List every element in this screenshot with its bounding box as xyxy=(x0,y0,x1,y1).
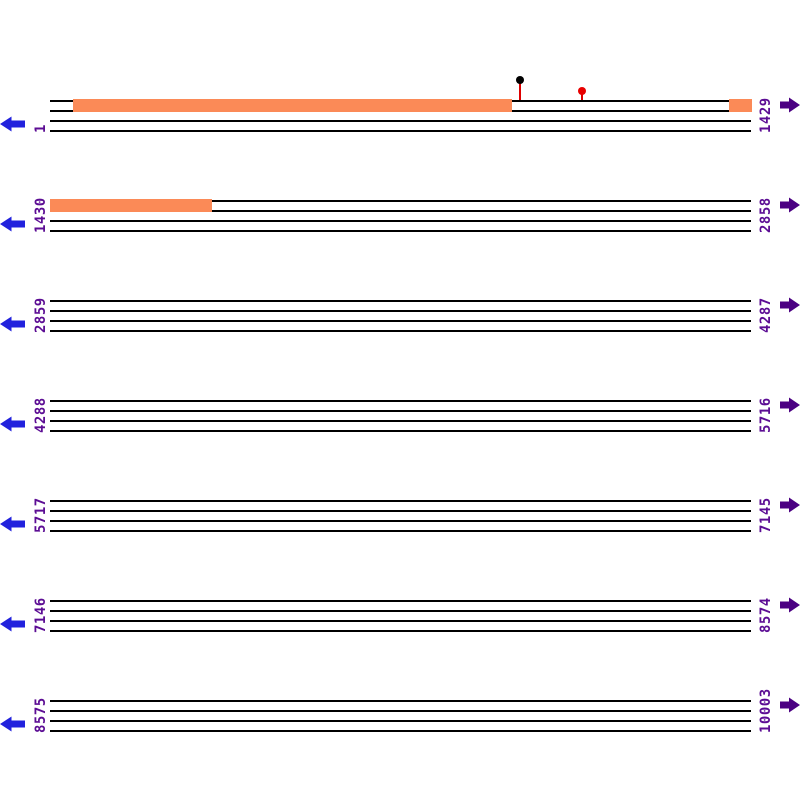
row-start-position-label: 1430 xyxy=(33,197,49,233)
left-arrow-icon xyxy=(0,416,25,432)
track-line xyxy=(50,330,751,332)
row-end-position-label: 1429 xyxy=(758,97,774,133)
track-line xyxy=(50,410,751,412)
track-line xyxy=(50,630,751,632)
sequence-feature-block xyxy=(50,199,212,212)
left-arrow-icon xyxy=(0,616,25,632)
right-arrow-icon xyxy=(780,197,800,213)
track-line xyxy=(50,300,751,302)
right-arrow-icon xyxy=(780,297,800,313)
track-line xyxy=(50,220,751,222)
variant-marker-dot xyxy=(516,76,524,84)
right-arrow-icon xyxy=(780,97,800,113)
row-end-position-label: 2858 xyxy=(758,197,774,233)
left-arrow-icon xyxy=(0,516,25,532)
track-line xyxy=(50,120,751,122)
row-start-position-label: 7146 xyxy=(33,597,49,633)
sequence-feature-block xyxy=(729,99,752,112)
sequence-row: 8575 10003 xyxy=(0,688,800,740)
track-line xyxy=(50,320,751,322)
left-arrow-icon xyxy=(0,716,25,732)
row-start-position-label: 8575 xyxy=(33,697,49,733)
track-line xyxy=(50,310,751,312)
track-line xyxy=(50,500,751,502)
row-end-position-label: 5716 xyxy=(758,397,774,433)
row-end-position-label: 7145 xyxy=(758,497,774,533)
row-end-position-label: 10003 xyxy=(758,688,774,733)
track-line xyxy=(50,700,751,702)
track-line xyxy=(50,130,751,132)
track-line xyxy=(50,530,751,532)
row-start-position-label: 4288 xyxy=(33,397,49,433)
right-arrow-icon xyxy=(780,597,800,613)
track-line xyxy=(50,230,751,232)
track-line xyxy=(50,430,751,432)
right-arrow-icon xyxy=(780,497,800,513)
right-arrow-icon xyxy=(780,397,800,413)
track-line xyxy=(50,610,751,612)
sequence-row: 4288 5716 xyxy=(0,397,800,440)
right-arrow-icon xyxy=(780,697,800,713)
variant-marker-dot xyxy=(578,87,586,95)
track-line xyxy=(50,420,751,422)
track-line xyxy=(50,210,751,212)
row-end-position-label: 4287 xyxy=(758,297,774,333)
variant-marker-stem xyxy=(581,91,583,100)
track-line xyxy=(50,600,751,602)
sequence-row: 1430 2858 xyxy=(0,197,800,240)
left-arrow-icon xyxy=(0,316,25,332)
sequence-row: 7146 8574 xyxy=(0,597,800,640)
sequence-feature-block xyxy=(73,99,512,112)
track-line xyxy=(50,730,751,732)
track-line xyxy=(50,520,751,522)
track-line xyxy=(50,510,751,512)
track-line xyxy=(50,400,751,402)
sequence-row: 5717 7145 xyxy=(0,497,800,540)
variant-marker-stem xyxy=(519,80,521,100)
track-line xyxy=(50,710,751,712)
row-start-position-label: 1 xyxy=(33,124,49,133)
left-arrow-icon xyxy=(0,116,25,132)
row-start-position-label: 5717 xyxy=(33,497,49,533)
track-line xyxy=(50,720,751,722)
track-line xyxy=(50,620,751,622)
row-end-position-label: 8574 xyxy=(758,597,774,633)
track-line xyxy=(50,200,751,202)
sequence-row: 2859 4287 xyxy=(0,297,800,340)
left-arrow-icon xyxy=(0,216,25,232)
row-start-position-label: 2859 xyxy=(33,297,49,333)
